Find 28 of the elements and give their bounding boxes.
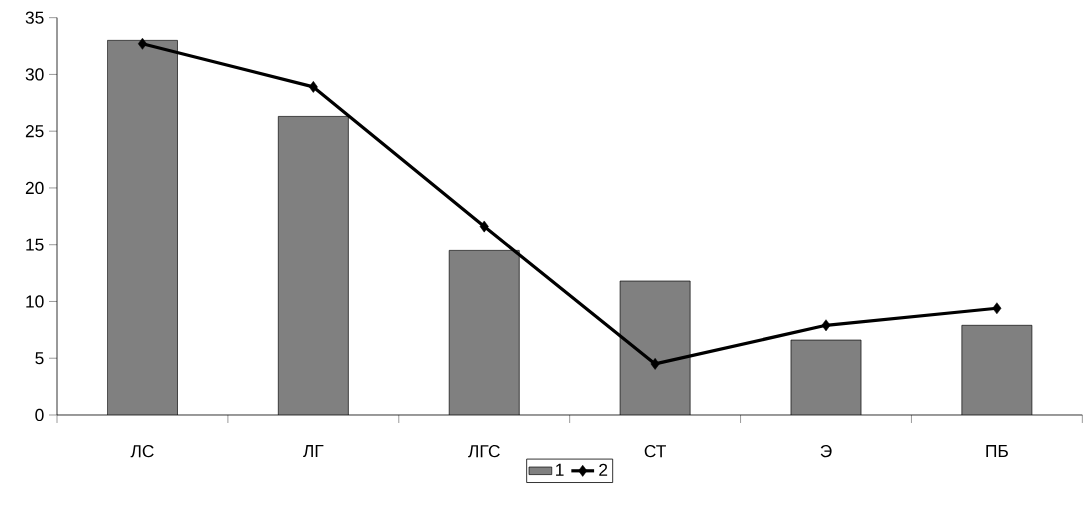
y-tick-label: 25 (25, 125, 44, 138)
legend-label: 1 (556, 463, 564, 476)
legend-label: 2 (599, 463, 608, 476)
y-tick-label: 35 (25, 11, 44, 24)
bar (448, 250, 520, 415)
x-tick-label: ЛС (130, 445, 154, 458)
x-tick-label: ЛГ (303, 445, 324, 458)
bar (961, 324, 1033, 415)
y-tick-label: 5 (35, 352, 44, 365)
bar (277, 116, 349, 415)
point (992, 302, 1002, 315)
point (479, 220, 489, 233)
x-tick-label: ПБ (986, 445, 1008, 457)
y-tick-label: 20 (25, 181, 44, 195)
y-tick-label: 15 (26, 238, 44, 251)
x-tick-label: Э (820, 445, 832, 458)
bar (619, 280, 691, 415)
x-tick-label: ЛГС (468, 445, 500, 458)
point (821, 319, 831, 332)
y-tick-label: 10 (26, 295, 44, 308)
point (308, 81, 318, 93)
y-tick-label: 0 (35, 408, 44, 422)
y-tick-label: 30 (25, 68, 44, 81)
bar (107, 40, 178, 415)
point (650, 358, 660, 370)
bar (790, 339, 862, 415)
x-tick-label: СТ (644, 445, 666, 458)
point (137, 37, 147, 50)
